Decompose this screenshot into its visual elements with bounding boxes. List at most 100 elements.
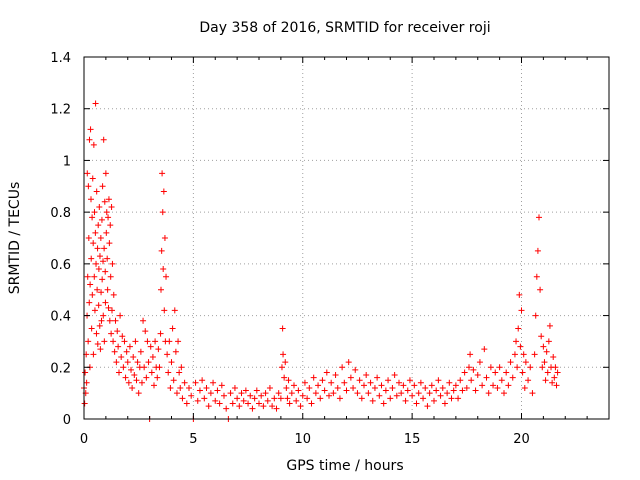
data-point <box>179 395 186 402</box>
data-point <box>84 170 91 177</box>
data-point <box>110 291 117 298</box>
data-point <box>160 266 167 273</box>
data-point <box>533 273 540 280</box>
data-point <box>459 387 466 394</box>
data-point <box>93 260 100 267</box>
data-point <box>112 317 119 324</box>
data-point <box>171 307 178 314</box>
data-point <box>130 353 137 360</box>
data-point <box>367 379 374 386</box>
data-point <box>133 377 140 384</box>
data-point <box>88 196 94 203</box>
data-point <box>332 372 339 379</box>
data-point <box>437 392 444 399</box>
data-point <box>529 390 536 397</box>
data-point <box>527 364 534 371</box>
data-point <box>99 276 106 283</box>
data-point <box>420 395 427 402</box>
data-point <box>181 379 188 386</box>
data-point <box>111 348 118 355</box>
data-point <box>218 382 225 389</box>
data-point <box>550 353 557 360</box>
data-point <box>159 170 166 177</box>
data-point <box>532 312 539 319</box>
data-point <box>99 183 106 190</box>
data-point <box>145 359 152 366</box>
data-point <box>95 222 102 229</box>
data-point <box>96 253 103 260</box>
data-point <box>350 384 357 391</box>
chart-title: Day 358 of 2016, SRMTID for receiver roj… <box>199 20 490 36</box>
data-point <box>422 384 429 391</box>
data-point <box>176 369 183 376</box>
data-point <box>123 348 130 355</box>
data-point <box>468 377 475 384</box>
data-point <box>212 397 219 404</box>
y-tick-label: 0 <box>63 413 71 428</box>
data-point <box>109 260 116 267</box>
data-point <box>163 273 170 280</box>
data-point <box>82 369 89 376</box>
data-point <box>102 299 109 306</box>
data-point <box>540 343 547 350</box>
data-point <box>282 359 289 366</box>
data-point <box>521 384 528 391</box>
data-point <box>116 369 122 376</box>
data-point <box>457 377 464 384</box>
data-point <box>108 203 115 210</box>
data-point <box>221 392 227 399</box>
data-point <box>143 374 150 381</box>
data-point <box>238 390 245 397</box>
data-point <box>281 374 288 381</box>
x-tick-label: 5 <box>189 432 197 447</box>
data-point <box>214 387 221 394</box>
data-point <box>515 325 522 332</box>
data-point <box>505 382 512 389</box>
data-point <box>207 390 214 397</box>
data-point <box>94 341 101 348</box>
data-point <box>277 395 284 402</box>
data-point <box>417 379 424 386</box>
data-point <box>100 258 107 265</box>
data-point <box>269 403 276 410</box>
data-point <box>205 403 212 410</box>
x-tick-label: 0 <box>80 432 88 447</box>
data-point <box>125 379 132 386</box>
data-markers <box>81 100 561 422</box>
data-point <box>549 379 556 386</box>
data-point <box>301 379 308 386</box>
data-point <box>201 395 208 402</box>
data-point <box>137 348 144 355</box>
data-point <box>330 390 337 397</box>
data-point <box>203 384 210 391</box>
data-point <box>413 400 420 407</box>
data-point <box>295 387 302 394</box>
data-point <box>170 377 177 384</box>
data-point <box>158 286 164 293</box>
data-point <box>105 214 112 221</box>
data-point <box>519 369 526 376</box>
data-point <box>291 382 297 389</box>
data-point <box>101 198 108 205</box>
data-point <box>100 312 107 319</box>
data-point <box>86 299 93 306</box>
data-point <box>251 395 258 402</box>
data-point <box>266 384 273 391</box>
data-point <box>286 400 293 407</box>
data-point <box>409 392 416 399</box>
data-point <box>391 372 398 379</box>
data-point <box>103 229 110 236</box>
data-point <box>132 338 139 345</box>
data-point <box>507 359 514 366</box>
data-point <box>545 338 552 345</box>
data-point <box>304 395 311 402</box>
x-axis-label: GPS time / hours <box>286 458 403 474</box>
data-point <box>92 100 99 107</box>
data-point <box>496 364 503 371</box>
data-point <box>168 359 175 366</box>
y-tick-label: 1 <box>63 154 71 169</box>
data-point <box>157 330 164 337</box>
data-point <box>89 214 96 221</box>
data-point <box>91 273 98 280</box>
